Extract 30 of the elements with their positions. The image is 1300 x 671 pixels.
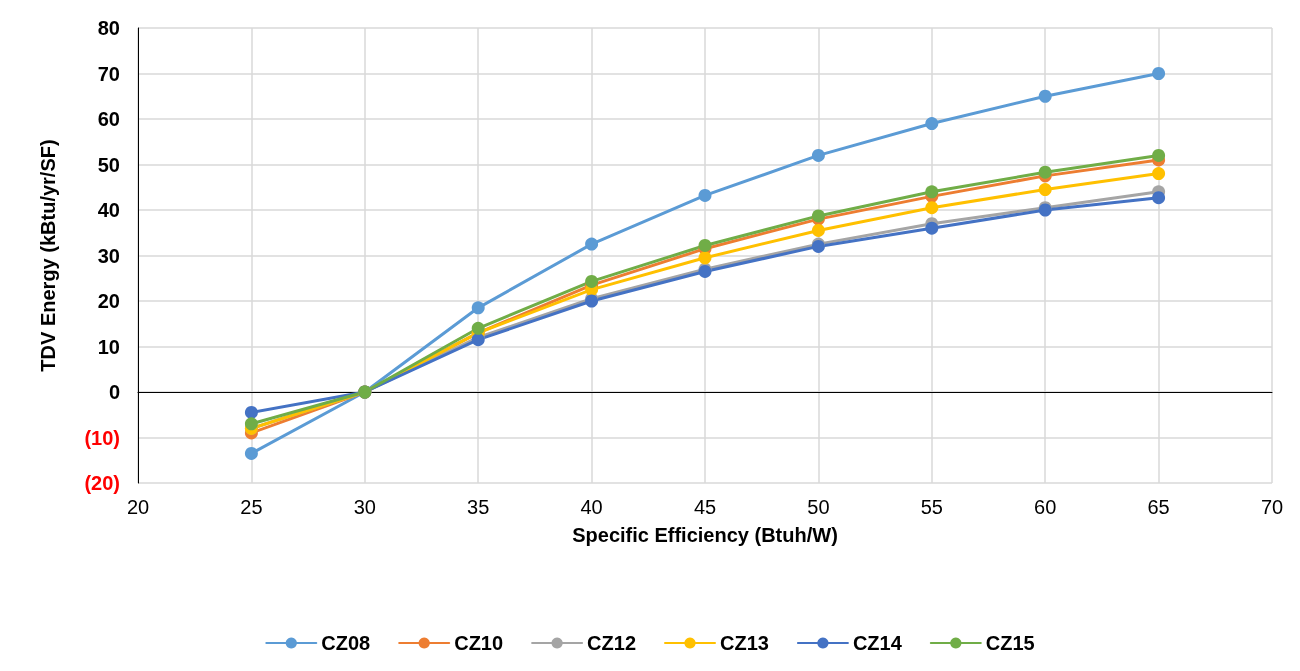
y-tick-label: 20 bbox=[97, 290, 120, 312]
y-tick-label: 50 bbox=[97, 153, 120, 176]
x-tick-label: 45 bbox=[693, 496, 717, 518]
y-tick-label: 30 bbox=[97, 244, 120, 267]
x-tick-label: 65 bbox=[1147, 496, 1170, 518]
legend-label: CZ10 bbox=[454, 632, 504, 654]
legend-label: CZ14 bbox=[852, 632, 903, 654]
x-tick-label: 35 bbox=[467, 496, 490, 518]
x-axis-title: Specific Efficiency (Btuh/W) bbox=[572, 524, 838, 546]
x-tick-label: 25 bbox=[240, 496, 263, 518]
legend-label: CZ13 bbox=[720, 632, 769, 654]
y-tick-label: 10 bbox=[97, 335, 120, 358]
y-tick-label: (10) bbox=[84, 426, 120, 449]
y-tick-label: 0 bbox=[108, 381, 120, 403]
legend-label: CZ12 bbox=[587, 632, 636, 654]
x-tick-label: 60 bbox=[1034, 496, 1057, 518]
y-tick-label: 70 bbox=[97, 62, 120, 85]
y-axis-title: TDV Energy (kBtu/yr/SF) bbox=[37, 139, 59, 372]
y-tick-label: 40 bbox=[97, 199, 120, 221]
legend-label: CZ15 bbox=[985, 632, 1035, 654]
y-tick-label: 60 bbox=[97, 108, 120, 130]
y-tick-label: (20) bbox=[84, 472, 120, 494]
y-tick-label: 80 bbox=[97, 17, 120, 39]
x-tick-label: 40 bbox=[580, 496, 603, 518]
legend-label: CZ08 bbox=[321, 632, 371, 654]
x-tick-label: 50 bbox=[807, 496, 830, 518]
x-tick-label: 70 bbox=[1260, 496, 1284, 518]
x-tick-label: 20 bbox=[126, 496, 150, 518]
x-tick-label: 55 bbox=[920, 496, 943, 518]
x-tick-label: 30 bbox=[353, 496, 376, 518]
